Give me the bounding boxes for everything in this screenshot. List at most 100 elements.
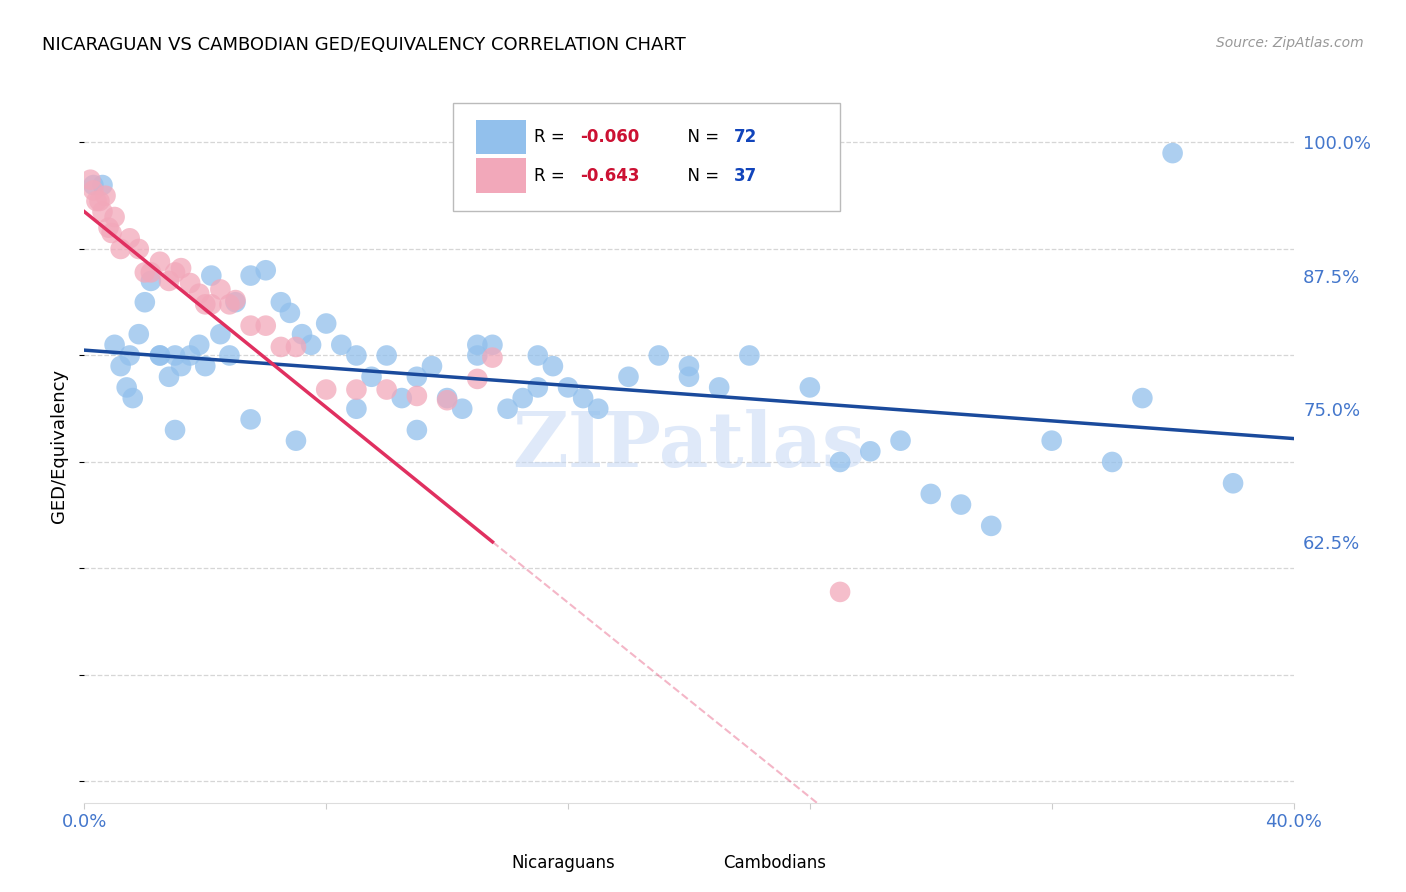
Point <box>82 183 104 197</box>
Point <box>134 265 156 279</box>
FancyBboxPatch shape <box>453 103 841 211</box>
Point <box>118 349 141 363</box>
Point <box>406 389 429 403</box>
Point <box>115 380 138 394</box>
Point <box>315 317 337 331</box>
Point <box>254 263 277 277</box>
FancyBboxPatch shape <box>673 847 717 880</box>
Point <box>79 172 101 186</box>
Point <box>406 423 429 437</box>
Point <box>157 274 180 288</box>
FancyBboxPatch shape <box>461 847 505 880</box>
Point <box>375 383 398 397</box>
Text: -0.060: -0.060 <box>581 128 640 146</box>
Text: N =: N = <box>676 167 724 185</box>
Point <box>157 369 180 384</box>
Point <box>100 226 122 240</box>
Point <box>110 359 132 373</box>
Point <box>239 268 262 283</box>
Point <box>82 178 104 192</box>
Point <box>285 434 308 448</box>
Point <box>179 349 201 363</box>
Point <box>920 487 942 501</box>
Point <box>330 338 353 352</box>
Point <box>225 293 247 307</box>
Text: NICARAGUAN VS CAMBODIAN GED/EQUIVALENCY CORRELATION CHART: NICARAGUAN VS CAMBODIAN GED/EQUIVALENCY … <box>42 36 686 54</box>
Point <box>179 276 201 290</box>
Point <box>830 455 852 469</box>
Point <box>165 349 187 363</box>
Point <box>512 391 534 405</box>
Point <box>391 391 413 405</box>
Point <box>270 295 292 310</box>
Point <box>299 338 322 352</box>
Point <box>436 391 458 405</box>
Point <box>94 188 117 202</box>
Point <box>678 359 700 373</box>
Point <box>218 297 240 311</box>
Point <box>97 220 120 235</box>
Point <box>170 261 193 276</box>
Point <box>86 194 108 208</box>
Point <box>104 210 127 224</box>
Y-axis label: GED/Equivalency: GED/Equivalency <box>51 369 69 523</box>
Point <box>225 295 247 310</box>
Point <box>481 351 503 365</box>
Point <box>194 297 217 311</box>
Point <box>950 498 973 512</box>
Point <box>527 349 550 363</box>
Point <box>128 242 150 256</box>
FancyBboxPatch shape <box>477 159 526 193</box>
Point <box>617 369 640 384</box>
Point <box>89 194 111 208</box>
Point <box>149 349 172 363</box>
Point <box>346 383 368 397</box>
Point <box>467 349 489 363</box>
Point <box>557 380 579 394</box>
Point <box>121 391 143 405</box>
Point <box>165 265 187 279</box>
Point <box>139 274 162 288</box>
Point <box>188 338 211 352</box>
Point <box>165 423 187 437</box>
Point <box>1040 434 1063 448</box>
Point <box>149 349 172 363</box>
Point <box>648 349 671 363</box>
Point <box>285 340 308 354</box>
Point <box>139 265 162 279</box>
Text: ZIPatlas: ZIPatlas <box>512 409 866 483</box>
Text: R =: R = <box>534 128 571 146</box>
Point <box>200 297 222 311</box>
Point <box>467 338 489 352</box>
Point <box>830 585 852 599</box>
Point <box>200 268 222 283</box>
Point <box>209 327 232 342</box>
Point <box>799 380 821 394</box>
Point <box>527 380 550 394</box>
Point <box>291 327 314 342</box>
Point <box>420 359 443 373</box>
Point <box>541 359 564 373</box>
Point <box>170 359 193 373</box>
Point <box>572 391 595 405</box>
Text: -0.643: -0.643 <box>581 167 640 185</box>
Point <box>346 401 368 416</box>
Point <box>1130 391 1153 405</box>
Text: Cambodians: Cambodians <box>723 855 825 872</box>
Point <box>375 349 398 363</box>
Text: 72: 72 <box>734 128 756 146</box>
Text: Source: ZipAtlas.com: Source: ZipAtlas.com <box>1216 36 1364 50</box>
Point <box>194 359 217 373</box>
Point <box>496 401 519 416</box>
Point <box>110 242 132 256</box>
Point <box>239 318 262 333</box>
Point <box>436 393 458 408</box>
Point <box>678 369 700 384</box>
FancyBboxPatch shape <box>477 120 526 154</box>
Text: Nicaraguans: Nicaraguans <box>512 855 614 872</box>
Point <box>91 178 114 192</box>
Point <box>481 338 503 352</box>
Point <box>104 338 127 352</box>
Point <box>128 327 150 342</box>
Point <box>738 349 761 363</box>
